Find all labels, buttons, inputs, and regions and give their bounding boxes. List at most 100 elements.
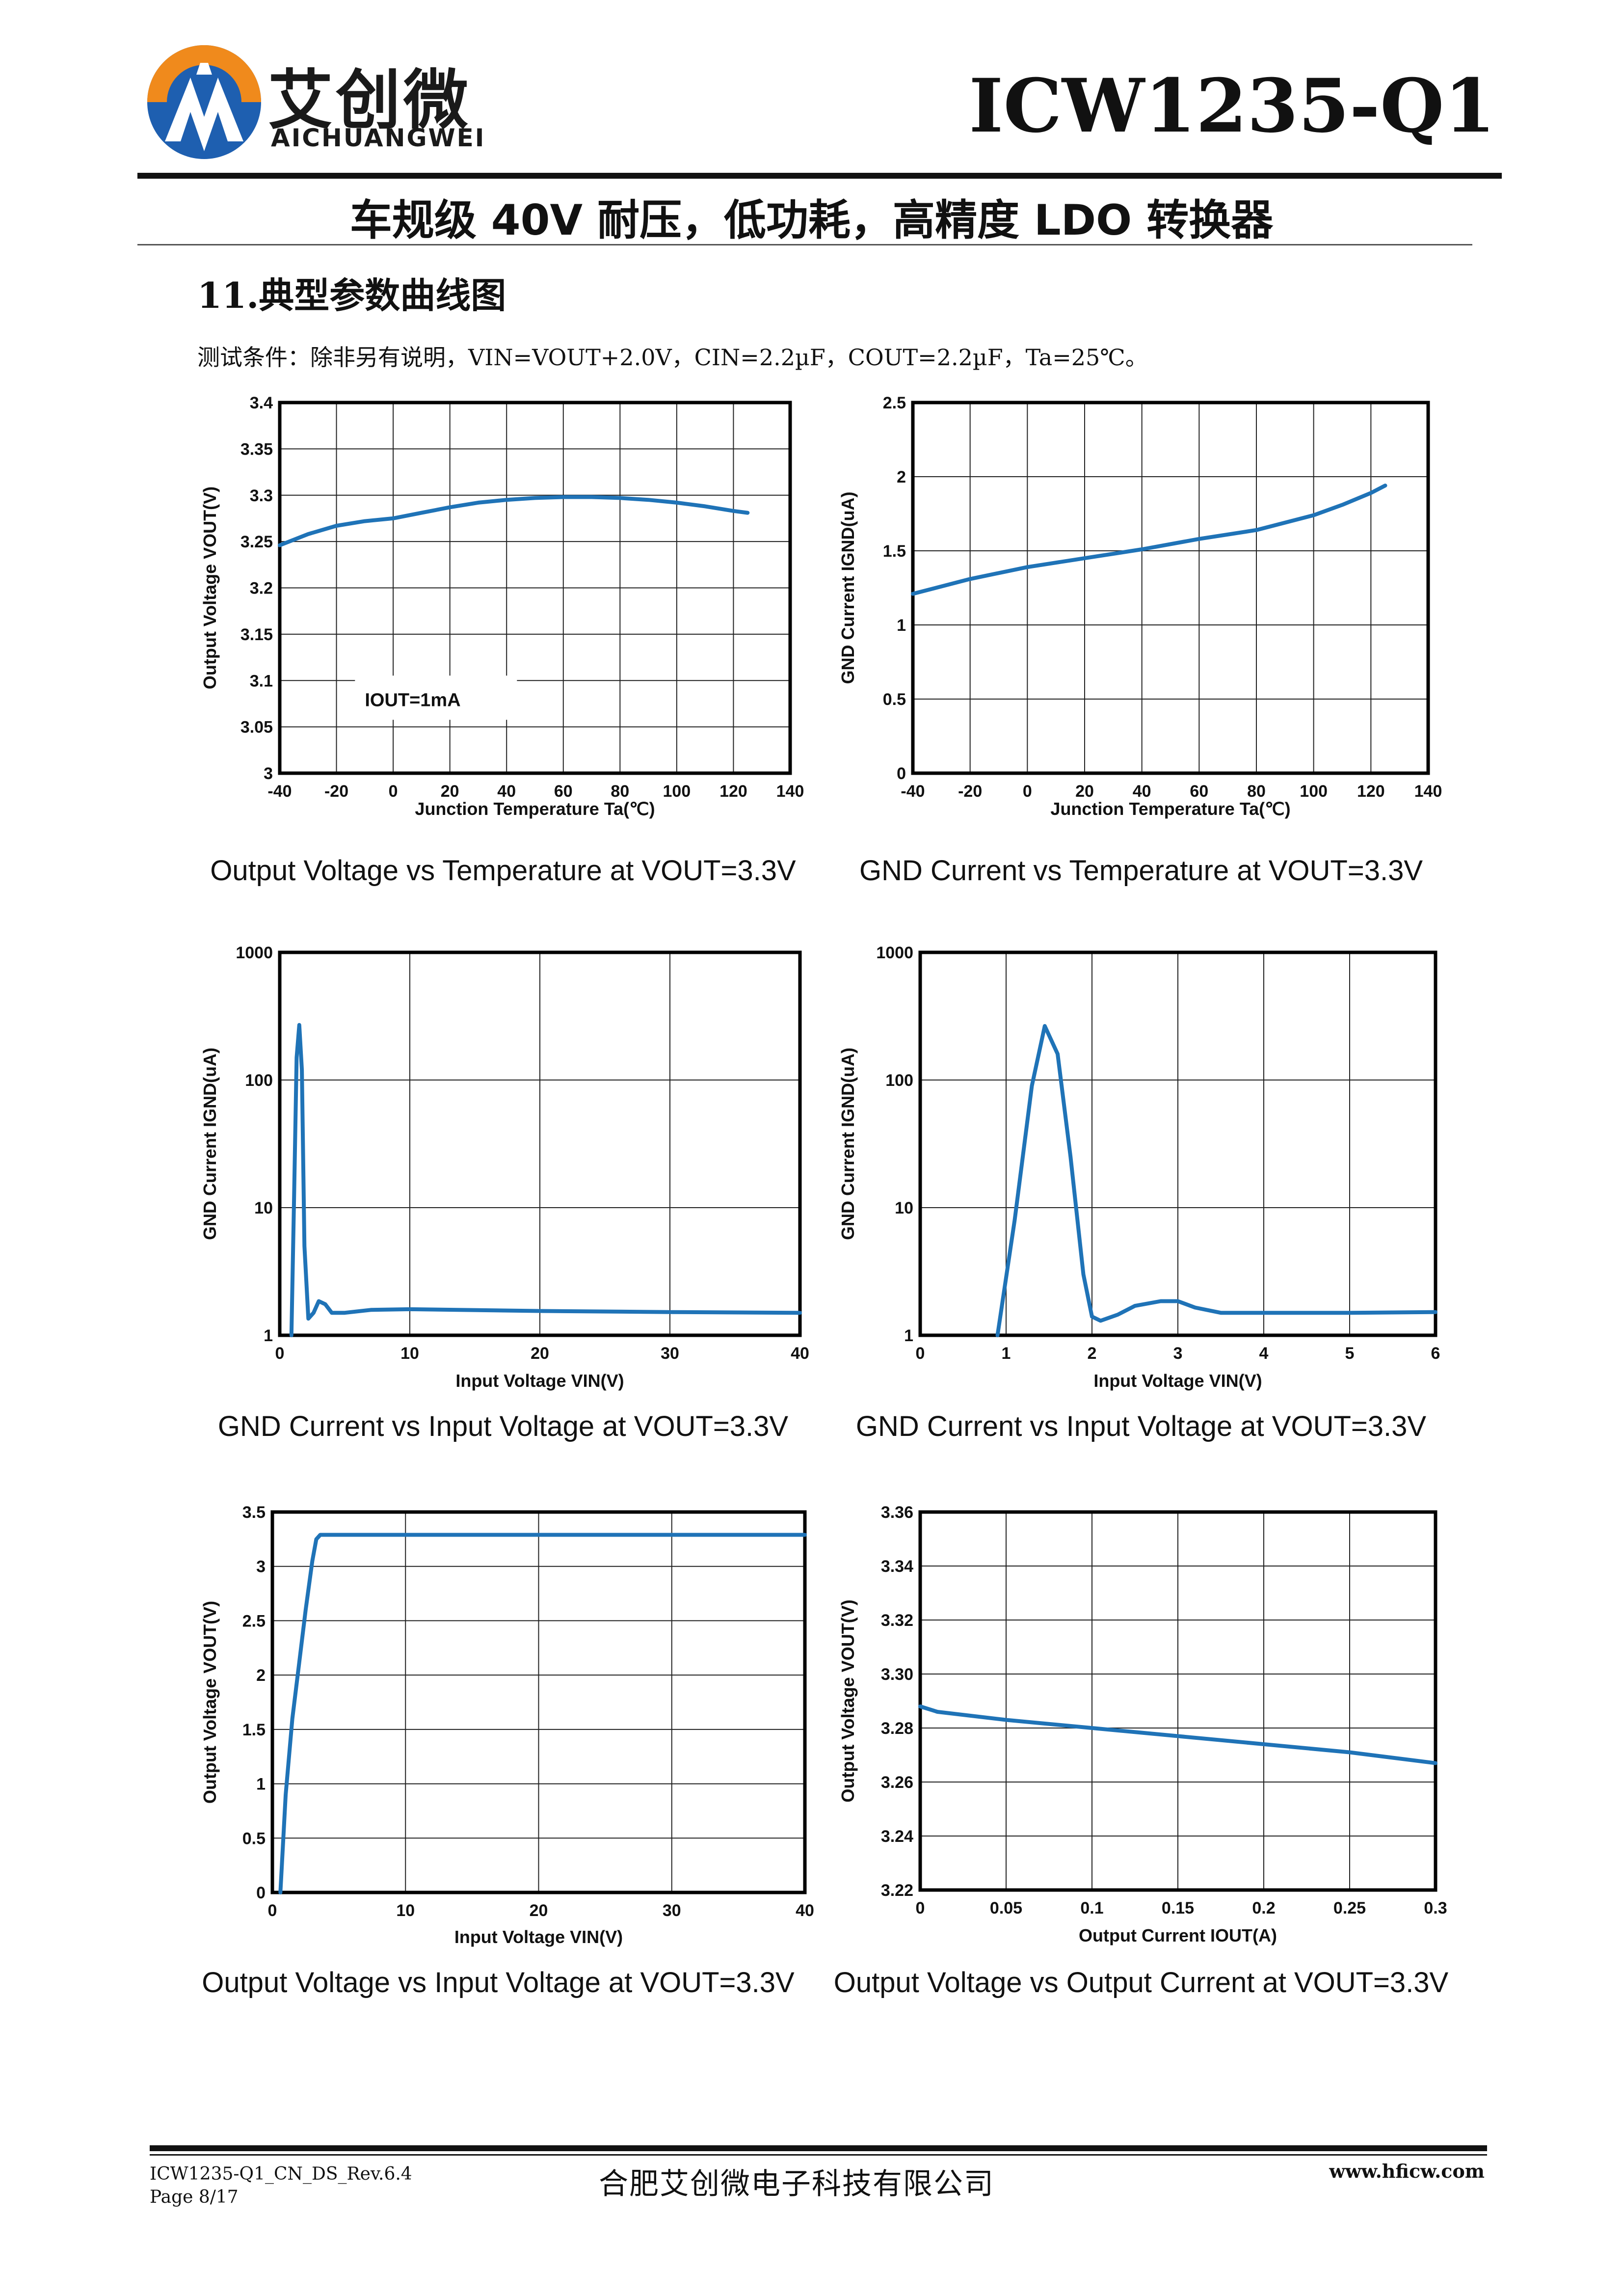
y-tick-label: 100 (885, 1071, 913, 1090)
series-line (995, 1024, 1437, 1337)
x-axis-label: Input Voltage VIN(V) (454, 1927, 623, 1947)
subtitle-rule (137, 244, 1472, 245)
x-tick-label: 3 (1173, 1344, 1183, 1363)
plot-frame (918, 950, 1437, 1337)
series-line (911, 484, 1387, 596)
x-tick-label: 0.05 (990, 1899, 1022, 1918)
x-tick-label: 40 (1133, 782, 1151, 801)
y-tick-label: 2 (256, 1666, 266, 1685)
y-axis-label: Output Voltage VOUT(V) (200, 1601, 220, 1804)
y-tick-label: 3.2 (250, 579, 273, 598)
y-tick-label: 3.35 (240, 440, 273, 459)
brand-name-en: AICHUANGWEI (271, 124, 486, 152)
plot-frame (278, 950, 802, 1337)
y-tick-label: 3.30 (881, 1665, 913, 1684)
footer-rule-thin (150, 2154, 1487, 2156)
y-tick-label: 0 (256, 1884, 266, 1902)
y-tick-label: 3.22 (881, 1881, 913, 1900)
x-tick-label: 6 (1431, 1344, 1440, 1363)
y-tick-label: 3.1 (250, 672, 273, 690)
x-tick-label: 0.2 (1252, 1899, 1275, 1918)
series-line (278, 495, 750, 547)
x-tick-label: 120 (719, 782, 747, 801)
x-tick-label: 0 (916, 1899, 925, 1918)
x-tick-label: 40 (796, 1901, 814, 1920)
y-tick-label: 10 (895, 1199, 913, 1217)
x-tick-label: 120 (1357, 782, 1385, 801)
x-tick-label: 40 (497, 782, 516, 801)
x-tick-label: 20 (531, 1344, 549, 1363)
footer-page-number: Page 8/17 (150, 2187, 239, 2207)
y-tick-label: 1.5 (242, 1721, 266, 1739)
x-tick-label: 0.25 (1333, 1899, 1366, 1918)
chart-caption: Output Voltage vs Temperature at VOUT=3.… (210, 855, 796, 887)
x-tick-label: 100 (663, 782, 691, 801)
series-line (278, 1533, 807, 1894)
chart-caption: Output Voltage vs Input Voltage at VOUT=… (202, 1967, 795, 1999)
x-tick-label: 2 (1088, 1344, 1097, 1363)
y-tick-label: 3.4 (250, 394, 273, 412)
y-tick-label: 1 (264, 1326, 273, 1345)
x-tick-label: 5 (1345, 1344, 1355, 1363)
footer-company-name: 合肥艾创微电子科技有限公司 (599, 2167, 994, 2201)
x-axis-label: Input Voltage VIN(V) (1093, 1371, 1262, 1391)
y-tick-label: 3.3 (250, 486, 273, 505)
x-axis-label: Input Voltage VIN(V) (455, 1371, 624, 1391)
x-axis-label: Output Current IOUT(A) (1079, 1925, 1277, 1945)
x-tick-label: 100 (1300, 782, 1328, 801)
chart-gnd-current-vs-input-voltage-0-40: 0 10 20 30 40 1 10 100 1000 Input Voltage VIN(V) G… (200, 944, 809, 1391)
y-tick-label: 3.24 (881, 1827, 913, 1846)
y-tick-label: 1000 (236, 944, 273, 962)
company-logo (147, 45, 261, 159)
x-tick-label: 0 (916, 1344, 925, 1363)
chart-caption: GND Current vs Input Voltage at VOUT=3.3… (217, 1410, 789, 1442)
y-tick-label: 0.5 (242, 1829, 266, 1848)
document-subtitle: 车规级 40V 耐压，低功耗，高精度 LDO 转换器 (349, 196, 1274, 245)
test-conditions: 测试条件：除非另有说明，VIN=VOUT+2.0V，CIN=2.2µF，COUT… (197, 344, 1148, 371)
plot-frame (270, 1510, 807, 1894)
footer-doc-id: ICW1235-Q1_CN_DS_Rev.6.4 (150, 2164, 412, 2184)
x-tick-label: 0 (275, 1344, 285, 1363)
chart-output-voltage-vs-input-voltage: 0 10 20 30 40 0 0.5 1 1.5 2 2.5 3 3.5 Input Voltage V… (200, 1503, 814, 1947)
x-tick-label: -20 (958, 782, 982, 801)
y-tick-label: 0 (897, 764, 906, 783)
y-tick-label: 3.25 (240, 533, 273, 551)
x-tick-label: 20 (441, 782, 459, 801)
y-tick-label: 3 (264, 764, 273, 783)
y-axis-label: Output Voltage VOUT(V) (200, 486, 220, 689)
x-tick-label: 0.3 (1424, 1899, 1447, 1918)
y-tick-label: 100 (245, 1071, 273, 1090)
y-tick-label: 1 (256, 1775, 266, 1794)
x-tick-label: 0 (389, 782, 398, 801)
plot-frame (278, 401, 792, 775)
y-axis-label: GND Current IGND(uA) (838, 492, 858, 684)
x-tick-label: 10 (400, 1344, 419, 1363)
y-tick-label: 1000 (876, 944, 913, 962)
y-axis-label: GND Current IGND(uA) (838, 1048, 858, 1240)
y-tick-label: 3 (256, 1558, 266, 1576)
x-tick-label: 140 (776, 782, 804, 801)
chart-gnd-current-vs-temperature: -40 -20 0 20 40 60 80 100 120 140 0 0.5 1 1.5 2 2.5 Junc… (838, 394, 1442, 819)
x-tick-label: 30 (661, 1344, 679, 1363)
chart-output-voltage-vs-output-current: 0 0.05 0.1 0.15 0.2 0.25 0.3 3.22 3.24 3.26 3.28 3.… (838, 1503, 1447, 1945)
x-tick-label: 30 (663, 1901, 681, 1920)
x-tick-label: 140 (1414, 782, 1442, 801)
x-tick-label: 0 (1023, 782, 1032, 801)
annotation-text: IOUT=1mA (365, 690, 460, 710)
section-title: 11.典型参数曲线图 (197, 274, 506, 316)
y-tick-label: 3.34 (881, 1557, 913, 1576)
chart-output-voltage-vs-temperature: -40 -20 0 20 40 60 80 100 120 140 3 3.05 3.1 3.15 3.2 3… (200, 394, 804, 819)
x-tick-label: 10 (396, 1901, 415, 1920)
x-tick-label: 0.1 (1080, 1899, 1103, 1918)
x-tick-label: -40 (901, 782, 925, 801)
y-tick-label: 3.5 (242, 1503, 266, 1522)
x-tick-label: -40 (267, 782, 292, 801)
plot-frame (911, 401, 1430, 775)
x-tick-label: 1 (1002, 1344, 1011, 1363)
y-tick-label: 3.26 (881, 1773, 913, 1792)
x-axis-label: Junction Temperature Ta(℃) (1050, 799, 1290, 819)
y-tick-label: 3.28 (881, 1719, 913, 1738)
y-tick-label: 0.5 (883, 690, 906, 709)
x-tick-label: 4 (1259, 1344, 1269, 1363)
footer-website-link[interactable]: www.hficw.com (1329, 2160, 1485, 2182)
